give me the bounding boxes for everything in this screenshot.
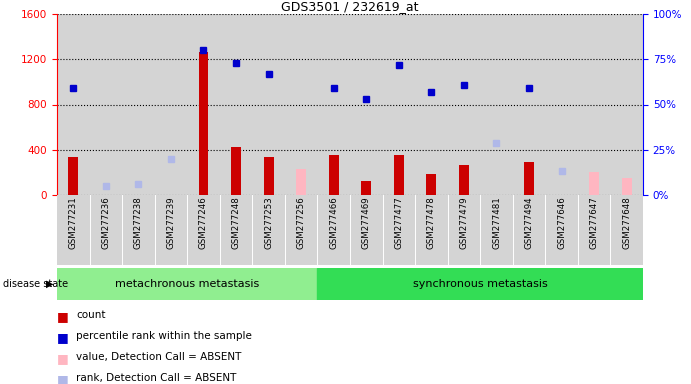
Text: percentile rank within the sample: percentile rank within the sample	[76, 331, 252, 341]
Text: metachronous metastasis: metachronous metastasis	[115, 279, 259, 289]
Bar	[459, 165, 469, 195]
Text: ▶: ▶	[46, 279, 53, 289]
Text: GSM277466: GSM277466	[329, 196, 338, 249]
Text: GSM277469: GSM277469	[362, 196, 371, 249]
Bar	[155, 195, 187, 265]
Bar	[187, 14, 220, 195]
Bar	[198, 53, 209, 195]
Bar	[578, 14, 610, 195]
Bar	[187, 195, 220, 265]
Bar	[545, 14, 578, 195]
Bar	[90, 195, 122, 265]
Text: GSM277253: GSM277253	[264, 196, 273, 249]
Bar	[285, 14, 317, 195]
Bar	[264, 157, 274, 195]
Bar	[296, 169, 306, 195]
Text: ■: ■	[57, 310, 68, 323]
Bar	[415, 14, 448, 195]
Bar	[220, 195, 252, 265]
Bar	[317, 14, 350, 195]
Bar	[361, 181, 371, 195]
Bar	[383, 195, 415, 265]
Bar	[155, 14, 187, 195]
Bar	[578, 195, 610, 265]
Bar	[480, 14, 513, 195]
Bar	[415, 195, 448, 265]
Bar	[394, 155, 404, 195]
Text: ■: ■	[57, 373, 68, 384]
Bar	[57, 195, 90, 265]
Bar	[350, 14, 383, 195]
Text: GSM277236: GSM277236	[102, 196, 111, 249]
Bar	[426, 174, 436, 195]
Bar	[57, 14, 90, 195]
Text: GSM277494: GSM277494	[524, 196, 533, 249]
Bar	[252, 195, 285, 265]
Bar	[480, 195, 513, 265]
Title: GDS3501 / 232619_at: GDS3501 / 232619_at	[281, 0, 419, 13]
Text: value, Detection Call = ABSENT: value, Detection Call = ABSENT	[76, 352, 242, 362]
Text: GSM277478: GSM277478	[427, 196, 436, 249]
Bar	[383, 14, 415, 195]
Bar	[610, 14, 643, 195]
Bar	[610, 195, 643, 265]
Text: GSM277256: GSM277256	[296, 196, 305, 249]
Text: rank, Detection Call = ABSENT: rank, Detection Call = ABSENT	[76, 373, 237, 383]
Bar	[513, 14, 545, 195]
Text: GSM277647: GSM277647	[589, 196, 598, 249]
Text: disease state: disease state	[3, 279, 68, 289]
Bar	[68, 157, 78, 195]
Bar	[317, 195, 350, 265]
Text: GSM277248: GSM277248	[231, 196, 240, 249]
Text: GSM277246: GSM277246	[199, 196, 208, 249]
Text: count: count	[76, 310, 106, 320]
Bar	[350, 195, 383, 265]
Bar	[545, 195, 578, 265]
Bar	[252, 14, 285, 195]
Bar	[524, 162, 534, 195]
Bar	[90, 14, 122, 195]
Text: GSM277646: GSM277646	[557, 196, 566, 249]
Bar	[622, 178, 632, 195]
Text: GSM277239: GSM277239	[167, 196, 176, 249]
Bar	[317, 268, 643, 300]
Text: GSM277231: GSM277231	[69, 196, 78, 249]
Bar	[122, 14, 155, 195]
Bar	[122, 195, 155, 265]
Bar	[220, 14, 252, 195]
Text: synchronous metastasis: synchronous metastasis	[413, 279, 547, 289]
Bar	[285, 195, 317, 265]
Text: GSM277238: GSM277238	[134, 196, 143, 249]
Text: GSM277477: GSM277477	[395, 196, 404, 249]
Text: ■: ■	[57, 352, 68, 365]
Bar	[448, 195, 480, 265]
Bar	[57, 268, 317, 300]
Bar	[231, 147, 241, 195]
Text: GSM277481: GSM277481	[492, 196, 501, 249]
Bar	[448, 14, 480, 195]
Text: GSM277648: GSM277648	[622, 196, 631, 249]
Bar	[589, 172, 599, 195]
Text: ■: ■	[57, 331, 68, 344]
Text: GSM277479: GSM277479	[460, 196, 468, 249]
Bar	[329, 155, 339, 195]
Bar	[513, 195, 545, 265]
